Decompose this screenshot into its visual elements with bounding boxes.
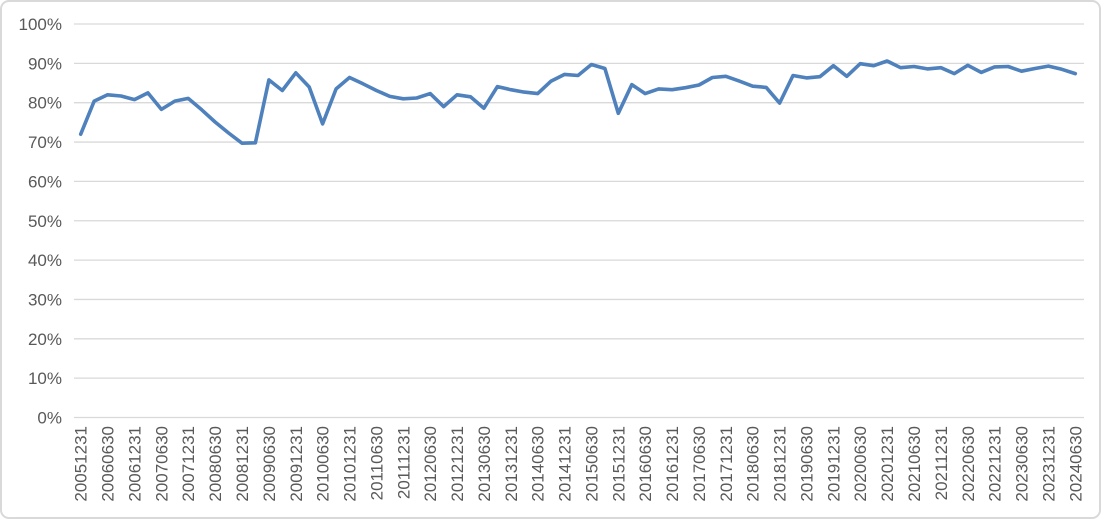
x-axis-tick-label: 20200630 — [851, 426, 870, 502]
x-axis-tick-label: 20051231 — [72, 426, 91, 502]
x-axis-tick-label: 20151231 — [609, 426, 628, 502]
x-axis-tick-label: 20140630 — [529, 426, 548, 502]
x-axis-tick-label: 20110630 — [367, 426, 386, 500]
x-axis-tick-label: 20141231 — [556, 426, 575, 502]
x-axis: 20051231 20060630 20061231 20070630 20071231… — [72, 426, 1086, 502]
x-axis-tick-label: 20240630 — [1066, 426, 1085, 502]
x-axis-tick-label: 20091231 — [287, 426, 306, 502]
x-axis-tick-label: 20181231 — [771, 426, 790, 502]
y-axis-tick-label: 60% — [28, 172, 62, 191]
y-axis-tick-label: 30% — [28, 290, 62, 309]
x-axis-tick-label: 20221231 — [986, 426, 1005, 502]
y-axis-tick-label: 100% — [19, 15, 62, 34]
y-axis-tick-label: 20% — [28, 330, 62, 349]
x-axis-tick-label: 20120630 — [421, 426, 440, 502]
x-axis-tick-label: 20230630 — [1013, 426, 1032, 502]
x-axis-tick-label: 20131231 — [502, 426, 521, 502]
gridlines — [74, 23, 1084, 419]
x-axis-tick-label: 20071231 — [179, 426, 198, 502]
y-axis-tick-label: 40% — [28, 251, 62, 270]
y-axis: 0% 10% 20% 30% 40% 50% 60% 70% 80% 90% 100% — [19, 15, 62, 428]
x-axis-tick-label: 20211231 — [932, 426, 951, 500]
x-axis-tick-label: 20220630 — [959, 426, 978, 502]
x-axis-tick-label: 20081231 — [233, 426, 252, 502]
x-axis-tick-label: 20130630 — [475, 426, 494, 502]
y-axis-tick-label: 70% — [28, 133, 62, 152]
x-axis-tick-label: 20210630 — [905, 426, 924, 502]
x-axis-tick-label: 20191231 — [824, 426, 843, 502]
x-axis-tick-label: 20190630 — [797, 426, 816, 502]
data-series-line — [78, 59, 1078, 145]
x-axis-tick-label: 20201231 — [878, 426, 897, 502]
x-axis-tick-label: 20150630 — [582, 426, 601, 502]
x-axis-tick-label: 20180630 — [744, 426, 763, 502]
x-axis-tick-label: 20101231 — [341, 426, 360, 502]
x-axis-tick-label: 20060630 — [99, 426, 118, 502]
x-axis-tick-label: 20111231 — [394, 426, 413, 499]
x-axis-tick-label: 20231231 — [1039, 426, 1058, 502]
y-axis-tick-label: 50% — [28, 212, 62, 231]
x-axis-tick-label: 20080630 — [206, 426, 225, 502]
x-axis-tick-label: 20100630 — [314, 426, 333, 502]
x-axis-tick-label: 20171231 — [717, 426, 736, 502]
x-axis-tick-label: 20170630 — [690, 426, 709, 502]
y-axis-tick-label: 0% — [37, 409, 62, 428]
y-axis-tick-label: 90% — [28, 54, 62, 73]
x-axis-tick-label: 20160630 — [636, 426, 655, 502]
y-axis-tick-label: 80% — [28, 94, 62, 113]
x-axis-tick-label: 20121231 — [448, 426, 467, 502]
x-axis-tick-label: 20070630 — [152, 426, 171, 502]
y-axis-tick-label: 10% — [28, 369, 62, 388]
x-axis-tick-label: 20161231 — [663, 426, 682, 502]
x-axis-tick-label: 20090630 — [260, 426, 279, 502]
x-axis-tick-label: 20061231 — [125, 426, 144, 502]
